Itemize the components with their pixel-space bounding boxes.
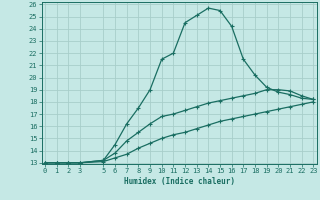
X-axis label: Humidex (Indice chaleur): Humidex (Indice chaleur) [124, 177, 235, 186]
